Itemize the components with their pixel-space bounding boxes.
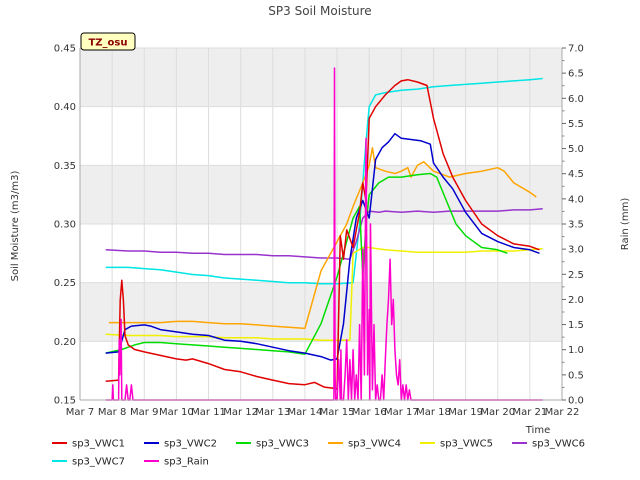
legend-label-sp3_VWC2: sp3_VWC2 [164, 439, 217, 450]
tz-annotation: TZ_osu [80, 32, 136, 51]
series-layer [105, 67, 543, 401]
y2-tick-label: 1.5 [568, 320, 584, 331]
series-line-sp3_VWC5 [105, 246, 543, 341]
y-tick-label: 0.45 [54, 44, 76, 55]
legend-label-sp3_Rain: sp3_Rain [164, 457, 209, 468]
y2-tick-label: 4.5 [568, 169, 584, 180]
y2-tick-label: 7.0 [568, 44, 584, 55]
x-tick-label: Mar 19 [448, 407, 483, 418]
y-tick-label: 0.35 [54, 161, 76, 172]
y2-tick-label: 0.0 [568, 396, 584, 407]
plot-band [80, 282, 562, 342]
x-axis-title: Time [525, 425, 550, 436]
y2-tick-label: 0.5 [568, 370, 584, 381]
plot-band [80, 48, 562, 107]
series-line-sp3_VWC2 [105, 132, 540, 361]
x-tick-label: Mar 8 [98, 407, 126, 418]
series-line-sp3_VWC3 [105, 172, 508, 355]
y2-tick-label: 2.0 [568, 295, 584, 306]
y2-tick-label: 2.5 [568, 270, 584, 281]
x-tick-label: Mar 14 [288, 407, 323, 418]
x-tick-label: Mar 13 [255, 407, 290, 418]
x-tick-label: Mar 11 [191, 407, 226, 418]
legend-label-sp3_VWC7: sp3_VWC7 [72, 457, 125, 468]
y2-tick-label: 4.0 [568, 194, 584, 205]
y2-tick-label: 5.5 [568, 119, 584, 130]
plot-bands [80, 48, 562, 342]
y2-tick-label: 3.0 [568, 245, 584, 256]
chart-title: SP3 Soil Moisture [268, 4, 371, 18]
series-line-sp3_Rain [105, 67, 543, 401]
x-tick-label: Mar 18 [416, 407, 451, 418]
series-line-sp3_VWC7 [105, 77, 543, 285]
y-tick-label: 0.25 [54, 278, 76, 289]
tick-labels: 0.15 0.20 0.25 0.30 0.35 0.40 0.45 0.0 0.5 1.0 1.5… [54, 44, 584, 419]
x-tick-label: Mar 16 [352, 407, 387, 418]
x-tick-label: Mar 9 [130, 407, 158, 418]
axes [79, 47, 566, 401]
tz-annotation-label: TZ_osu [88, 38, 127, 49]
y2-tick-label: 5.0 [568, 144, 584, 155]
x-tick-label: Mar 12 [223, 407, 258, 418]
y-tick-label: 0.20 [54, 337, 76, 348]
legend-label-sp3_VWC5: sp3_VWC5 [440, 439, 493, 450]
plot-band [80, 165, 562, 224]
legend-label-sp3_VWC4: sp3_VWC4 [348, 439, 401, 450]
y-tick-label: 0.40 [54, 102, 76, 113]
x-tick-label: Mar 10 [159, 407, 194, 418]
series-line-sp3_VWC1 [105, 78, 540, 391]
y2-axis-title: Rain (mm) [620, 198, 631, 251]
legend: sp3_VWC1 sp3_VWC2 sp3_VWC3 sp3_VWC4 sp3_VWC5… [52, 439, 585, 468]
tz-annotation-box [80, 32, 136, 51]
x-tick-label: Mar 17 [384, 407, 419, 418]
y2-tick-label: 6.0 [568, 94, 584, 105]
x-tick-label: Mar 20 [480, 407, 515, 418]
x-tick-label: Mar 7 [66, 407, 94, 418]
x-tick-label: Mar 22 [545, 407, 580, 418]
y-tick-label: 0.30 [54, 220, 76, 231]
legend-label-sp3_VWC6: sp3_VWC6 [532, 439, 585, 450]
legend-label-sp3_VWC1: sp3_VWC1 [72, 439, 125, 450]
y2-tick-label: 6.5 [568, 69, 584, 80]
x-tick-label: Mar 21 [512, 407, 547, 418]
legend-label-sp3_VWC3: sp3_VWC3 [256, 439, 309, 450]
y-axis-title: Soil Moisture (m3/m3) [10, 171, 21, 282]
y-tick-label: 0.15 [54, 396, 76, 407]
y2-tick-label: 3.5 [568, 220, 584, 231]
y2-tick-label: 1.0 [568, 345, 584, 356]
x-tick-label: Mar 15 [320, 407, 355, 418]
